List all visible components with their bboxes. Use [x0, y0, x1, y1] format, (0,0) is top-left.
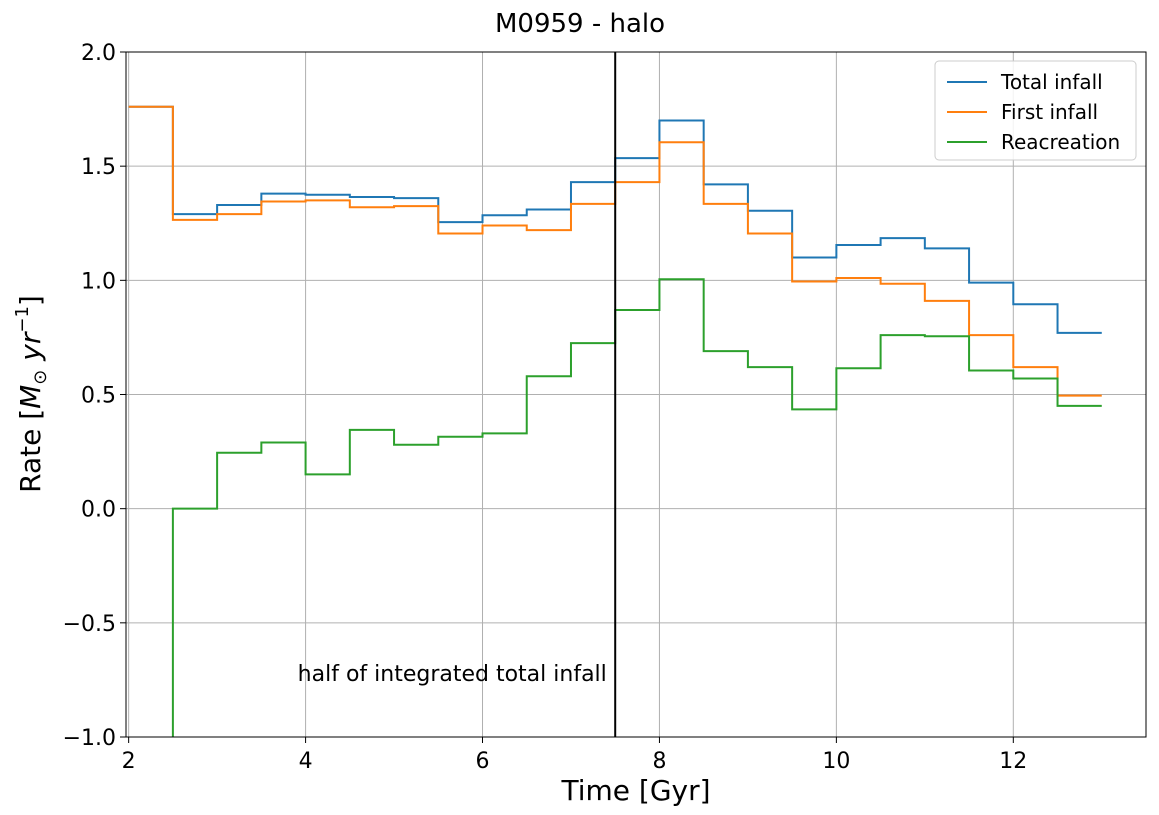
y-tick-label: 1.0 — [81, 269, 116, 294]
y-axis-label-close: ] — [14, 295, 47, 306]
ticks: 2 4 6 8 10 12 −1.0 −0.5 0.0 0.5 1.0 1.5 2.0 — [63, 41, 1028, 774]
y-axis-label-part: Rate [ — [14, 409, 47, 493]
x-tick-label: 2 — [122, 749, 136, 774]
y-tick-label: 1.5 — [81, 155, 116, 180]
x-tick-label: 10 — [822, 749, 850, 774]
x-tick-label: 8 — [652, 749, 666, 774]
legend-label: Reacreation — [1001, 130, 1120, 154]
y-axis-label: Rate [M⊙ yr−1] — [12, 295, 51, 493]
y-axis-label-sun: ⊙ — [30, 370, 51, 385]
x-tick-label: 12 — [999, 749, 1027, 774]
y-tick-label: −0.5 — [63, 612, 116, 637]
y-tick-label: 2.0 — [81, 41, 116, 66]
legend-label: First infall — [1001, 100, 1098, 124]
y-tick-label: −1.0 — [63, 726, 116, 751]
y-axis-label-yr: yr — [14, 331, 47, 369]
legend: Total infall First infall Reacreation — [934, 60, 1137, 161]
annotation-layer: half of integrated total infall — [298, 662, 607, 687]
y-tick-label: 0.0 — [81, 498, 116, 523]
y-axis-label-unit: M — [14, 385, 47, 409]
annotation-text: half of integrated total infall — [298, 662, 607, 687]
y-axis-label-exp: −1 — [12, 306, 33, 333]
x-tick-label: 6 — [476, 749, 490, 774]
legend-label: Total infall — [1000, 70, 1103, 94]
chart-title: M0959 - halo — [495, 9, 665, 39]
legend-box — [934, 60, 1137, 161]
x-axis-label: Time [Gyr] — [560, 774, 710, 807]
x-tick-label: 4 — [299, 749, 313, 774]
y-tick-label: 0.5 — [81, 384, 116, 409]
grid — [126, 51, 1146, 738]
